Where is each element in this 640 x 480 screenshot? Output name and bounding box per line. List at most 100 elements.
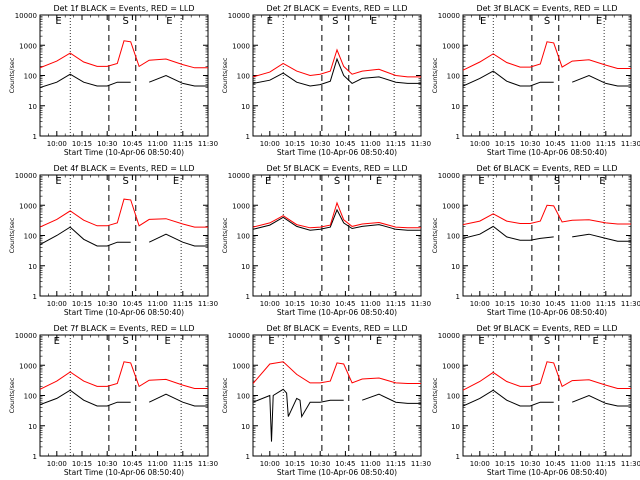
x-axis-label: Start Time (10-Apr-06 08:50:40) [277,148,397,157]
y-tick-label: 1000 [232,362,250,370]
event-label: E [55,16,61,27]
y-tick-label: 100 [237,393,250,401]
x-tick-label: 10:00 [47,460,67,468]
x-tick-label: 11:30 [621,140,640,148]
x-axis-label: Start Time (10-Apr-06 08:50:40) [277,468,397,477]
x-tick-label: 10:00 [470,140,490,148]
chart-title: Det 1f BLACK = Events, RED = LLD [53,4,194,13]
y-axis-label: Counts/sec [8,377,16,413]
y-tick-label: 10000 [15,332,37,340]
x-tick-label: 11:30 [198,300,218,308]
y-tick-label: 10000 [15,172,37,180]
x-axis-label: Start Time (10-Apr-06 08:50:40) [64,148,184,157]
x-tick-label: 10:30 [97,300,117,308]
x-tick-label: 10:00 [47,140,67,148]
x-tick-label: 11:30 [621,300,640,308]
x-tick-label: 10:30 [310,140,330,148]
x-tick-label: 11:15 [386,300,406,308]
event-label: S [544,16,550,27]
x-tick-label: 10:15 [285,140,305,148]
chart-panel: Det 1f BLACK = Events, RED = LLD 1 10 100 10… [8,4,218,157]
x-tick-label: 10:45 [122,300,142,308]
y-tick-label: 1000 [232,202,250,210]
x-axis-label: Start Time (10-Apr-06 08:50:40) [64,468,184,477]
chart-panel: Det 6f BLACK = Events, RED = LLD 1 10 100 10… [431,164,640,317]
chart-title: Det 3f BLACK = Events, RED = LLD [476,4,617,13]
x-tick-label: 11:00 [571,140,591,148]
plot-frame [39,14,209,137]
y-axis-label: Counts/sec [431,57,439,93]
event-label: E [268,336,274,347]
plot-frame [39,174,209,297]
y-tick-label: 100 [447,73,460,81]
event-label: E [599,176,605,187]
x-tick-label: 11:00 [361,460,381,468]
y-tick-label: 1 [246,453,250,461]
x-tick-label: 10:30 [520,460,540,468]
chart-title: Det 7f BLACK = Events, RED = LLD [53,324,194,333]
x-axis-label: Start Time (10-Apr-06 08:50:40) [277,308,397,317]
chart-title: Det 2f BLACK = Events, RED = LLD [266,4,407,13]
y-tick-label: 10000 [228,12,250,20]
y-tick-label: 1000 [19,202,37,210]
events-series-line [40,389,208,407]
event-label: E [371,16,377,27]
y-axis-label: Counts/sec [221,217,229,253]
x-tick-label: 10:15 [72,300,92,308]
lld-series-line [463,204,631,226]
y-tick-label: 10000 [438,172,460,180]
lld-series-line [253,361,421,384]
x-tick-label: 10:30 [520,140,540,148]
event-label: E [265,176,271,187]
y-axis-label: Counts/sec [431,377,439,413]
chart-panel: Det 8f BLACK = Events, RED = LLD 1 10 100 10… [221,324,431,477]
event-label: S [123,16,129,27]
event-label: S [334,336,340,347]
events-series-line [463,389,631,407]
x-tick-label: 11:00 [361,140,381,148]
x-tick-label: 11:00 [571,300,591,308]
plot-frame [462,334,632,457]
x-tick-label: 10:45 [545,140,565,148]
y-tick-label: 100 [24,233,37,241]
y-tick-label: 1 [456,293,460,301]
y-tick-label: 10000 [228,332,250,340]
y-tick-label: 10 [241,103,250,111]
x-tick-label: 10:45 [122,140,142,148]
lld-series-line [253,201,421,229]
x-tick-label: 10:30 [97,140,117,148]
y-tick-label: 1 [246,133,250,141]
event-label: S [123,336,129,347]
y-axis-label: Counts/sec [431,217,439,253]
x-tick-label: 11:15 [596,140,616,148]
plot-frame [252,174,422,297]
chart-panel: Det 7f BLACK = Events, RED = LLD 1 10 100 10… [8,324,218,477]
event-label: S [123,176,129,187]
y-tick-label: 100 [237,233,250,241]
event-label: S [332,16,338,27]
chart-title: Det 6f BLACK = Events, RED = LLD [476,164,617,173]
plot-frame [462,14,632,137]
x-tick-label: 10:30 [97,460,117,468]
x-tick-label: 10:45 [335,300,355,308]
y-tick-label: 1000 [232,42,250,50]
event-label: S [334,176,340,187]
x-tick-label: 10:00 [470,300,490,308]
event-label: E [376,176,382,187]
x-tick-label: 11:15 [596,300,616,308]
lld-series-line [40,198,208,228]
x-tick-label: 11:30 [621,460,640,468]
x-axis-label: Start Time (10-Apr-06 08:50:40) [487,468,607,477]
y-tick-label: 1000 [442,202,460,210]
chart-panel: Det 2f BLACK = Events, RED = LLD 1 10 100 10… [221,4,431,157]
x-axis-label: Start Time (10-Apr-06 08:50:40) [487,148,607,157]
event-label: E [480,16,486,27]
plot-frame [462,174,632,297]
y-tick-label: 1 [456,133,460,141]
chart-panel: Det 5f BLACK = Events, RED = LLD 1 10 100 10… [221,164,431,317]
event-label: E [376,336,382,347]
y-tick-label: 100 [447,233,460,241]
y-tick-label: 1 [33,293,37,301]
events-series-line [253,208,421,231]
y-tick-label: 1 [246,293,250,301]
